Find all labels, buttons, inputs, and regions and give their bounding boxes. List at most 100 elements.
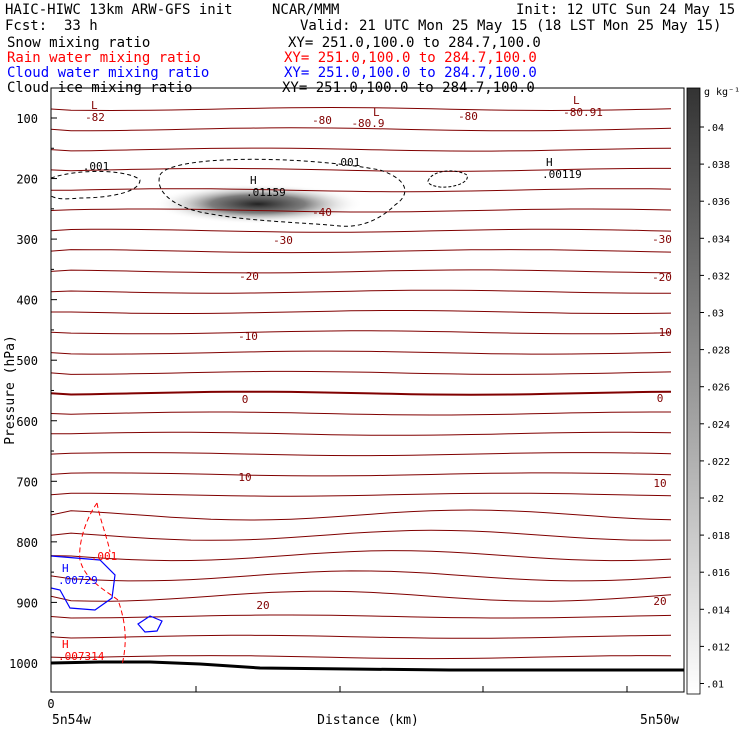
snow-shading [153, 184, 363, 224]
colorbar-tick-label: .036 [706, 197, 730, 208]
isotherm-label: -30 [652, 233, 672, 246]
y-tick-label: 200 [16, 173, 38, 187]
colorbar-tick-label: .022 [706, 457, 730, 468]
colorbar-tick-label: .012 [706, 642, 730, 653]
isotherm-label: -10 [238, 330, 258, 343]
isotherm-label: -80.9 [351, 117, 384, 130]
y-tick-label: 600 [16, 415, 38, 429]
rain-contour [79, 502, 126, 666]
contour-label: .001 [334, 156, 361, 169]
extremum-mark: L [91, 99, 98, 112]
isotherm-label: -20 [652, 271, 672, 284]
ice-contour-left [51, 171, 141, 200]
x-right-label: 5n50w [640, 713, 679, 728]
x-axis-label: Distance (km) [317, 713, 419, 728]
colorbar-tick-label: .01 [706, 680, 724, 691]
isotherm [51, 614, 672, 619]
colorbar-tick-label: .026 [706, 383, 730, 394]
isotherm [51, 431, 672, 436]
colorbar-tick-label: .016 [706, 568, 730, 579]
isotherm [51, 452, 672, 457]
y-tick-label: 800 [16, 536, 38, 550]
valid-time: Valid: 21 UTC Mon 25 May 15 (18 LST Mon … [300, 18, 722, 34]
isotherm [51, 127, 672, 132]
isotherm [51, 550, 672, 562]
isotherm [51, 208, 672, 213]
ice-contour-small [427, 170, 468, 188]
isotherm [51, 390, 672, 396]
cloud-water-contour-small [137, 615, 163, 633]
field-rain-label: Rain water mixing ratio [7, 50, 201, 66]
isotherm-label: -82 [85, 111, 105, 124]
cloud-water-contour [51, 555, 116, 611]
isotherm [51, 634, 672, 639]
fcst-value: 33 h [64, 18, 98, 34]
isotherm [51, 570, 672, 582]
isotherm-label: 10 [653, 477, 666, 490]
isotherm-label: 0 [657, 392, 664, 405]
isotherm [51, 350, 672, 355]
org-label: NCAR/MMM [272, 2, 340, 18]
colorbar-tick-label: .024 [706, 420, 730, 431]
y-tick-label: 400 [16, 294, 38, 308]
colorbar-tick-label: .032 [706, 271, 730, 282]
extremum-value: .00729 [58, 574, 98, 587]
extremum-value: .007314 [58, 650, 105, 663]
isotherm-label: 10 [238, 471, 251, 484]
isotherm [51, 492, 672, 497]
y-tick-label: 100 [16, 112, 38, 126]
extremum-mark: H [62, 638, 69, 651]
extremum-mark: H [62, 562, 69, 575]
terrain-line [51, 660, 684, 672]
plot-title: HAIC-HIWC 13km ARW-GFS init [5, 2, 233, 18]
colorbar-tick-label: .038 [706, 160, 730, 171]
y-tick-label: 1000 [9, 657, 38, 671]
field-snow-xy: XY= 251.0,100.0 to 284.7,100.0 [288, 35, 541, 51]
field-snow-label: Snow mixing ratio [7, 35, 151, 51]
extremum-value: .00119 [542, 168, 582, 181]
isotherm [51, 289, 671, 294]
isotherm [51, 188, 672, 193]
extremum-mark: L [373, 106, 380, 119]
colorbar-unit: g kg⁻¹ [704, 87, 740, 98]
extremum-mark: L [573, 94, 580, 107]
isotherm [51, 472, 672, 477]
isotherm-label: -30 [273, 234, 293, 247]
isotherm-label: 20 [256, 599, 269, 612]
colorbar-tick-label: .03 [706, 309, 724, 320]
isotherm [51, 411, 671, 416]
isotherm-label: -20 [239, 270, 259, 283]
contour-label: .001 [91, 550, 118, 563]
colorbar-tick-label: .04 [706, 123, 724, 134]
isotherm [51, 330, 672, 335]
isotherm-label: -10 [652, 326, 672, 339]
colorbar [686, 87, 701, 695]
isotherm-label: 20 [653, 595, 666, 608]
isotherm-label: -40 [312, 206, 332, 219]
ice-contour [158, 158, 406, 227]
y-tick-label: 700 [16, 475, 38, 489]
y-axis-label: Pressure (hPa) [3, 335, 18, 445]
isotherm-label: -80 [312, 114, 332, 127]
plot-frame [50, 87, 685, 693]
x-left-label: 5n54w [52, 713, 91, 728]
field-cloudwater-label: Cloud water mixing ratio [7, 65, 210, 81]
y-tick-label: 500 [16, 354, 38, 368]
y-tick-label: 300 [16, 233, 38, 247]
isotherm [51, 310, 672, 314]
field-cloudwater-xy: XY= 251.0,100.0 to 284.7,100.0 [284, 65, 537, 81]
contour-label: .001 [83, 160, 110, 173]
colorbar-tick-label: .014 [706, 605, 730, 616]
isotherm [51, 269, 672, 274]
isotherm [51, 655, 672, 660]
colorbar-tick-label: .018 [706, 531, 730, 542]
isotherm [51, 106, 672, 112]
extremum-mark: H [546, 156, 553, 169]
extremum-mark: H [250, 174, 257, 187]
isotherm [51, 147, 672, 152]
rain-contour-upper [96, 502, 111, 553]
y-tick-label: 900 [16, 596, 38, 610]
isotherm-label: -80 [458, 110, 478, 123]
